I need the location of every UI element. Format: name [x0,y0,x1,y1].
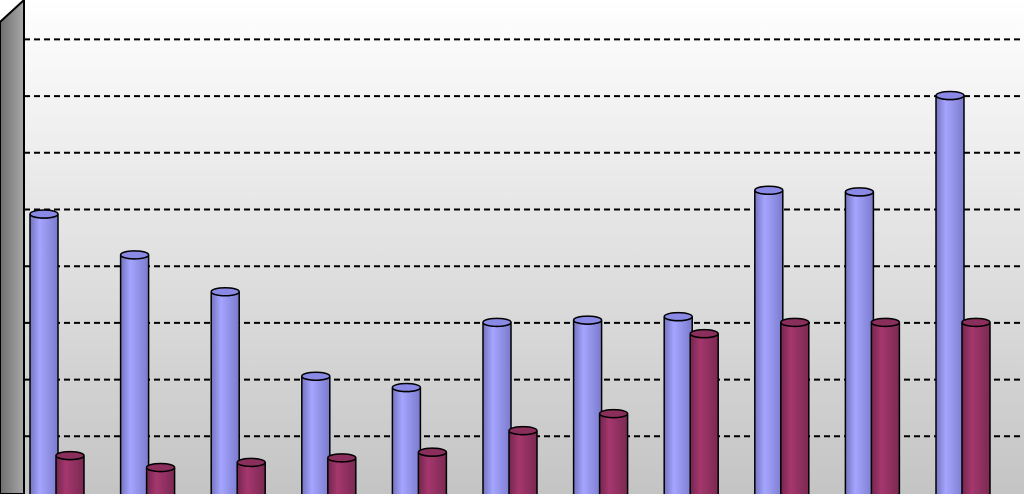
bar-top [29,209,59,219]
bar [119,250,150,494]
bar [210,286,240,494]
bar-top [780,317,810,328]
bar [935,90,965,494]
bar [391,382,422,494]
bar-top [417,447,448,457]
bar-body [780,322,810,494]
bar-top [55,450,85,461]
bar [844,187,875,494]
bar-top [508,425,538,436]
bar-body [29,213,59,494]
bar-top [236,457,266,468]
bar-body [391,387,422,494]
bar-body [482,322,512,494]
bar-top [961,317,991,328]
bar [961,317,991,494]
bar-body [301,375,331,494]
bar-body [754,189,784,494]
bar-body [327,457,357,494]
bar-body [961,322,991,494]
bar-top [119,250,150,260]
bars [29,90,991,494]
bar-top [145,462,176,473]
bar-top [327,453,357,463]
bar [598,408,629,494]
bar-top [663,311,693,322]
bar-top [572,315,603,325]
bar [29,209,59,494]
bar [870,317,901,494]
bar [572,315,603,494]
bar-body [572,319,603,494]
bar [55,450,85,494]
bar-body [663,316,693,494]
bar-top [935,90,965,101]
bar [663,311,693,494]
bar-top [844,187,875,197]
bar-body [508,430,538,494]
bar-top [870,317,901,328]
bar-body [119,254,150,494]
bar-top [482,317,512,328]
bar [327,453,357,494]
bar-body [870,322,901,494]
bar [780,317,810,494]
bar [508,425,538,494]
bar-top [301,371,331,381]
bar [417,447,448,494]
bar [689,328,719,494]
bar [754,185,784,494]
bar [301,371,331,494]
bar-top [598,408,629,419]
bar-top [391,382,422,393]
bar-body [689,333,719,494]
bar-top [689,328,719,339]
side-wall [0,0,25,494]
bar-top [210,286,240,297]
bar-body [935,95,965,494]
bar [236,457,266,494]
bar-body [598,413,629,494]
bar [145,462,176,494]
bar-body [844,191,875,494]
bar-top [754,185,784,195]
bar-body [417,451,448,494]
bar-body [210,291,240,494]
bar-body [55,455,85,494]
bar [482,317,512,494]
